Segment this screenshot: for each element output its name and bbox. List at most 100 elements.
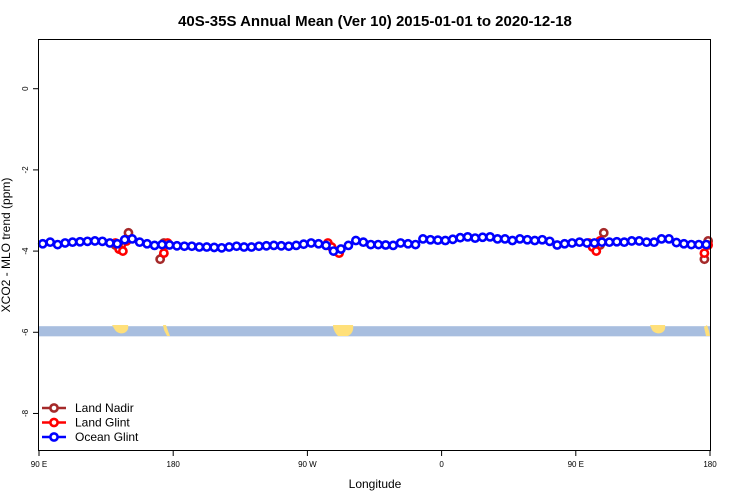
data-point (574, 237, 585, 248)
data-point (559, 238, 570, 249)
legend-marker (49, 417, 59, 428)
data-point (619, 237, 630, 248)
plot-frame (38, 39, 711, 451)
ocean-band (39, 326, 710, 337)
data-point (589, 238, 600, 248)
data-point (142, 238, 153, 249)
data-point (485, 231, 495, 242)
data-point (671, 237, 682, 248)
data-point (373, 239, 384, 250)
data-point (216, 242, 227, 253)
legend-marker (49, 432, 59, 442)
data-point (598, 227, 609, 238)
data-point (157, 239, 167, 250)
data-point (440, 235, 451, 246)
land-mass (650, 325, 666, 334)
legend-marker (49, 403, 59, 413)
data-point (82, 236, 93, 247)
data-point (186, 241, 197, 252)
data-point (507, 235, 518, 246)
data-point (67, 237, 78, 248)
data-point (522, 234, 533, 245)
data-point (591, 246, 602, 256)
data-point (306, 238, 317, 248)
world-map-strip (39, 325, 710, 337)
data-point (209, 242, 220, 253)
x-tick-label: 180 (167, 460, 181, 469)
data-point (37, 238, 48, 249)
data-point (328, 246, 339, 256)
x-tick-label: 0 (439, 460, 444, 469)
data-point (649, 237, 659, 248)
data-point (127, 234, 138, 244)
x-tick-label: 90 E (568, 460, 584, 469)
data-point (90, 236, 100, 246)
data-point (641, 237, 652, 248)
x-tick-label: 90 E (31, 460, 47, 469)
data-point (552, 240, 563, 250)
series-layer (37, 227, 714, 265)
y-axis: 0 -2 -4 -6 -8 (21, 86, 39, 417)
data-point (283, 241, 294, 252)
data-point (656, 234, 667, 244)
data-point (313, 238, 324, 249)
series-ocean-glint (37, 231, 712, 256)
data-point (246, 242, 257, 252)
data-point (626, 236, 637, 246)
data-point (164, 240, 175, 250)
data-point (410, 239, 421, 250)
data-point (350, 235, 361, 246)
legend-item: Land Glint (42, 416, 130, 430)
data-point (447, 234, 458, 245)
data-point (134, 237, 145, 248)
data-point (686, 239, 697, 250)
data-point (699, 248, 710, 259)
data-point (158, 248, 169, 259)
data-point (537, 234, 548, 245)
x-tick-label: 180 (703, 460, 717, 469)
data-point (679, 238, 689, 249)
data-point (611, 236, 622, 247)
data-point (425, 234, 436, 245)
data-point (112, 238, 123, 249)
data-point (395, 238, 406, 248)
data-point (97, 236, 108, 247)
data-point (455, 232, 466, 243)
data-point (365, 239, 376, 250)
legend-label: Ocean Glint (75, 430, 139, 444)
data-point (224, 242, 235, 252)
data-point (596, 237, 607, 248)
data-point (261, 240, 272, 251)
data-point (582, 238, 592, 248)
y-tick-label: 0 (21, 86, 30, 91)
x-tick-label: 90 W (298, 460, 317, 469)
data-point (45, 237, 56, 248)
legend-label: Land Nadir (75, 401, 134, 415)
data-point (462, 231, 473, 242)
data-point (567, 238, 577, 248)
data-point (231, 241, 242, 252)
x-axis: 90 E 180 90 W 0 90 E 180 (31, 450, 717, 469)
legend-item: Land Nadir (42, 401, 134, 415)
data-point (477, 232, 488, 243)
data-point (380, 240, 391, 250)
data-point (179, 241, 190, 252)
data-point (529, 235, 540, 246)
data-point (172, 240, 182, 251)
data-point (492, 234, 503, 244)
data-point (268, 240, 279, 251)
data-point (104, 238, 115, 248)
data-point (470, 233, 481, 243)
data-point (276, 240, 287, 251)
x-axis-title: Longitude (349, 477, 402, 491)
data-point (254, 241, 264, 252)
land-mass (704, 325, 710, 336)
data-point (604, 237, 615, 248)
data-point (514, 234, 525, 244)
y-tick-label: -4 (21, 247, 30, 255)
data-point (418, 234, 428, 244)
data-point (544, 236, 555, 247)
data-point (664, 234, 674, 244)
legend-item: Ocean Glint (42, 430, 139, 444)
